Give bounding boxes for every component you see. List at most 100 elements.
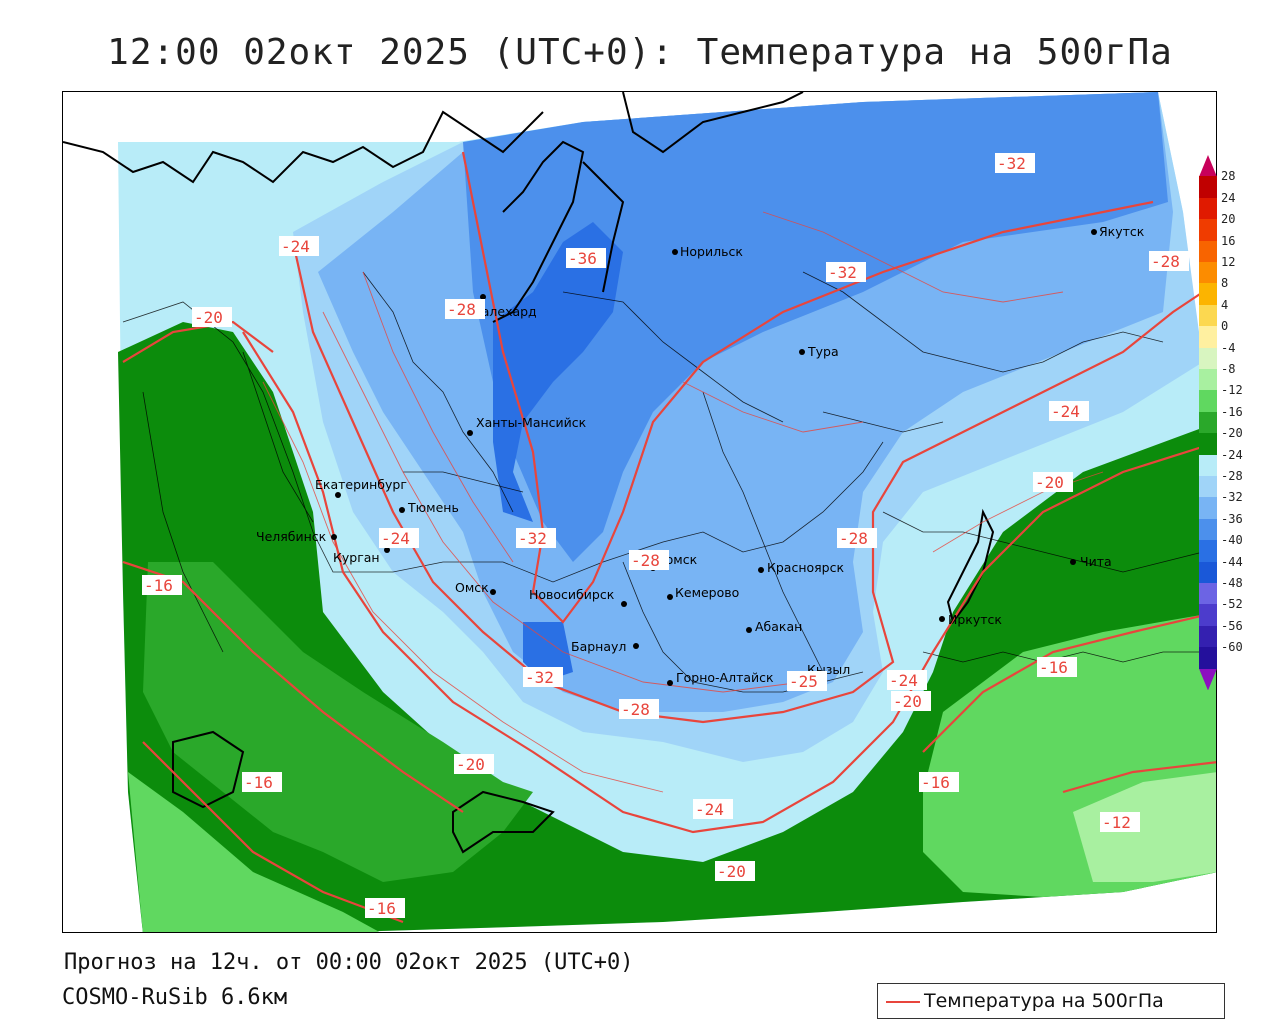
isoline-label: -12	[1102, 813, 1131, 832]
colorbar-segment	[1199, 647, 1217, 670]
isoline-label: -24	[889, 671, 918, 690]
city-label-kemerovo: Кемерово	[675, 585, 739, 600]
city-label-kurgan: Курган	[333, 550, 380, 565]
city-label-tyumen: Тюмень	[407, 500, 459, 515]
colorbar-segment	[1199, 583, 1217, 605]
city-label-norilsk: Норильск	[680, 244, 743, 259]
isoline-label: -24	[695, 800, 724, 819]
isoline-label: -16	[244, 773, 273, 792]
isoline-label: -24	[281, 237, 310, 256]
city-label-salekhard: Салехард	[473, 304, 537, 319]
isoline-label: -28	[1151, 252, 1180, 271]
isoline-label: -28	[839, 529, 868, 548]
city-label-ekaterinburg: Екатеринбург	[315, 477, 407, 492]
city-markers: Норильск Якутск Салехард Тура Ханты-Манс…	[256, 224, 1145, 686]
colorbar-segment	[1199, 219, 1217, 242]
isoline-label: -20	[717, 862, 746, 881]
isoline-label: -24	[381, 529, 410, 548]
colorbar-segment	[1199, 433, 1217, 456]
colorbar-tick-label: 0	[1221, 319, 1229, 334]
colorbar-segment	[1199, 625, 1217, 648]
isoline-label: -32	[997, 154, 1026, 173]
isoline-label: -20	[1035, 473, 1064, 492]
colorbar-tick-label: -48	[1221, 576, 1243, 590]
colorbar-segment	[1199, 262, 1217, 284]
colorbar-segment	[1199, 454, 1217, 477]
colorbar-tick-label: -12	[1221, 383, 1243, 398]
colorbar-tick-label: -52	[1221, 597, 1243, 612]
legend-label: Температура на 500гПа	[924, 990, 1164, 1012]
city-label-khanty-mansiysk: Ханты-Мансийск	[476, 415, 587, 430]
colorbar-tick-label: -4	[1221, 340, 1236, 355]
forecast-info: Прогноз на 12ч. от 00:00 02окт 2025 (UTC…	[64, 950, 634, 975]
colorbar	[1199, 155, 1217, 691]
map-title: 12:00 02окт 2025 (UTC+0): Температура на…	[107, 32, 1173, 73]
model-info: COSMO-RuSib 6.6км	[62, 985, 288, 1010]
colorbar-segment	[1199, 283, 1217, 306]
isoline-label: -20	[456, 755, 485, 774]
map-svg: Норильск Якутск Салехард Тура Ханты-Манс…	[63, 92, 1216, 932]
colorbar-tick-label: -24	[1221, 447, 1243, 462]
isoline-label: -16	[1039, 658, 1068, 677]
city-label-gorno-altaysk: Горно-Алтайск	[676, 670, 774, 685]
colorbar-segment	[1199, 240, 1217, 263]
isoline-label: -20	[194, 308, 223, 327]
isoline-label: -28	[447, 300, 476, 319]
colorbar-segment	[1199, 540, 1217, 563]
isoline-label: -16	[367, 899, 396, 918]
colorbar-tick-label: 8	[1221, 276, 1229, 291]
colorbar-tick-label: -16	[1221, 404, 1243, 419]
isoline-label: -32	[525, 668, 554, 687]
legend: Температура на 500гПа	[877, 983, 1225, 1019]
city-label-chelyabinsk: Челябинск	[256, 529, 327, 544]
colorbar-segment	[1199, 668, 1217, 691]
colorbar-segment	[1199, 197, 1217, 220]
city-label-krasnoyarsk: Красноярск	[767, 560, 844, 575]
colorbar-tick-label: 20	[1221, 212, 1236, 227]
city-label-abakan: Абакан	[755, 619, 802, 634]
isoline-label: -16	[144, 576, 173, 595]
colorbar-segment	[1199, 476, 1217, 498]
colorbar-tick-label: -20	[1221, 426, 1243, 441]
city-label-tura: Тура	[807, 344, 839, 359]
isoline-label: -36	[568, 249, 597, 268]
colorbar-tick-label: -32	[1221, 490, 1243, 505]
colorbar-tick-label: 4	[1221, 297, 1229, 312]
colorbar-tick-label: 16	[1221, 233, 1236, 248]
colorbar-segment	[1199, 155, 1217, 177]
isoline-label: -24	[1051, 402, 1080, 421]
colorbar-tick-label: -56	[1221, 618, 1243, 633]
isoline-label: -32	[828, 263, 857, 282]
colorbar-segment	[1199, 347, 1217, 370]
isoline-label: -25	[789, 672, 818, 691]
colorbar-tick-label: -60	[1221, 640, 1243, 655]
city-label-novosibirsk: Новосибирск	[529, 587, 615, 602]
isoline-label: -28	[631, 551, 660, 570]
isoline-labels: -32 -36 -24 -28 -32 -28 -20 -24 -24 -20 …	[142, 153, 1189, 918]
city-label-yakutsk: Якутск	[1099, 224, 1145, 239]
colorbar-segment	[1199, 518, 1217, 541]
colorbar-tick-label: -36	[1221, 511, 1243, 526]
city-label-barnaul: Барнаул	[571, 639, 626, 654]
map-area[interactable]: Норильск Якутск Салехард Тура Ханты-Манс…	[62, 91, 1217, 933]
colorbar-segment	[1199, 304, 1217, 327]
colorbar-segment	[1199, 369, 1217, 391]
city-label-irkutsk: Иркутск	[948, 612, 1002, 627]
colorbar-tick-label: -28	[1221, 469, 1243, 483]
colorbar-segment	[1199, 176, 1217, 199]
city-label-chita: Чита	[1080, 554, 1112, 569]
colorbar-segment	[1199, 411, 1217, 434]
city-label-omsk: Омск	[455, 580, 489, 595]
colorbar-segment	[1199, 326, 1217, 349]
colorbar-tick-label: -44	[1221, 554, 1243, 569]
colorbar-tick-label: 24	[1221, 190, 1236, 205]
colorbar-tick-label: -8	[1221, 362, 1236, 376]
isoline-label: -32	[518, 529, 547, 548]
colorbar-segment	[1199, 390, 1217, 413]
colorbar-segment	[1199, 497, 1217, 520]
colorbar-tick-label: 28	[1221, 169, 1236, 184]
colorbar-segment	[1199, 604, 1217, 627]
colorbar-tick-label: 12	[1221, 255, 1236, 269]
isoline-label: -20	[893, 692, 922, 711]
isoline-label: -16	[921, 773, 950, 792]
